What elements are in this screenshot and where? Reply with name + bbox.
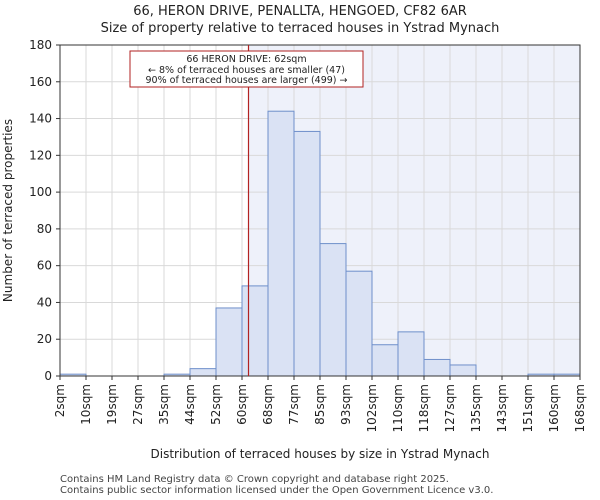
x-tick-label-135sqm: 135sqm	[469, 384, 483, 432]
bar-127sqm	[449, 364, 477, 377]
x-tick-label-44sqm: 44sqm	[183, 384, 197, 425]
bar-60sqm	[241, 285, 269, 377]
bar-110sqm	[397, 331, 425, 377]
x-tick-label-60sqm: 60sqm	[235, 384, 249, 425]
x-tick-label-160sqm: 160sqm	[547, 384, 561, 432]
bar-44sqm	[189, 368, 217, 377]
x-tick-label-10sqm: 10sqm	[79, 384, 93, 425]
annotation-box	[129, 50, 364, 88]
annotation-line3: 90% of terraced houses are larger (499) …	[146, 75, 348, 86]
y-tick-label-80: 80	[37, 222, 52, 236]
x-tick-label-143sqm: 143sqm	[495, 384, 509, 432]
y-tick-label-140: 140	[29, 112, 52, 126]
footer-line-1: Contains HM Land Registry data © Crown c…	[60, 474, 449, 485]
x-tick-label-68sqm: 68sqm	[261, 384, 275, 425]
y-tick-label-100: 100	[29, 185, 52, 199]
y-tick-label-20: 20	[37, 332, 52, 346]
x-tick-label-35sqm: 35sqm	[157, 384, 171, 425]
y-tick-label-60: 60	[37, 259, 52, 273]
y-axis-label: Number of terraced properties	[1, 119, 15, 302]
x-tick-label-93sqm: 93sqm	[339, 384, 353, 425]
x-tick-label-27sqm: 27sqm	[131, 384, 145, 425]
x-tick-label-151sqm: 151sqm	[521, 384, 535, 432]
bar-52sqm	[215, 307, 243, 377]
x-tick-label-52sqm: 52sqm	[209, 384, 223, 425]
y-tick-label-0: 0	[44, 369, 52, 383]
bar-102sqm	[371, 344, 399, 377]
x-tick-label-77sqm: 77sqm	[287, 384, 301, 425]
bar-85sqm	[319, 243, 347, 377]
bar-118sqm	[423, 358, 451, 377]
x-tick-label-85sqm: 85sqm	[313, 384, 327, 425]
bar-77sqm	[293, 130, 321, 377]
y-tick-label-160: 160	[29, 75, 52, 89]
x-axis-label: Distribution of terraced houses by size …	[151, 447, 490, 461]
x-tick-label-102sqm: 102sqm	[365, 384, 379, 432]
annotation-line2: ← 8% of terraced houses are smaller (47)	[148, 65, 345, 76]
y-tick-label-180: 180	[29, 38, 52, 52]
annotation-line1: 66 HERON DRIVE: 62sqm	[186, 54, 306, 65]
x-tick-label-127sqm: 127sqm	[443, 384, 457, 432]
y-tick-label-120: 120	[29, 148, 52, 162]
footer-line-2: Contains public sector information licen…	[60, 485, 494, 496]
x-tick-label-19sqm: 19sqm	[105, 384, 119, 425]
attribution-footer: Contains HM Land Registry data © Crown c…	[60, 474, 493, 496]
x-tick-label-2sqm: 2sqm	[53, 384, 67, 417]
bar-68sqm	[267, 110, 295, 377]
x-tick-label-118sqm: 118sqm	[417, 384, 431, 432]
chart-subtitle: Size of property relative to terraced ho…	[100, 21, 500, 36]
x-tick-label-110sqm: 110sqm	[391, 384, 405, 432]
chart-title: 66, HERON DRIVE, PENALLTA, HENGOED, CF82…	[133, 4, 467, 19]
y-tick-label-40: 40	[37, 295, 52, 309]
bar-93sqm	[345, 270, 373, 377]
x-tick-label-168sqm: 168sqm	[573, 384, 587, 432]
